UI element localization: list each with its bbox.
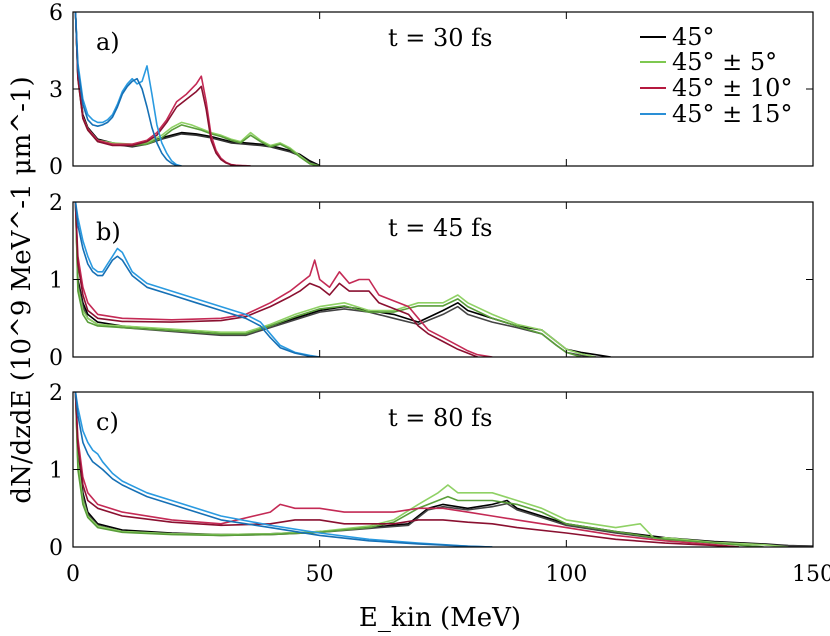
y-tick-label: 0: [49, 346, 63, 371]
series-line-3-6: [74, 392, 740, 547]
legend-label-45-pm10: 45° ± 10°: [672, 74, 792, 102]
series-line-1-6: [74, 12, 251, 166]
panel-label: c): [96, 408, 119, 436]
y-tick-label: 6: [49, 1, 63, 26]
series-line-1-8: [74, 12, 182, 166]
series-line-2-8: [74, 202, 320, 357]
series-line-2-3: [74, 202, 597, 357]
series-line-2-7: [74, 202, 320, 357]
series-line-2-4: [74, 202, 582, 357]
series-line-3-8: [74, 392, 493, 547]
panel-2: 0 1 2 b) t = 45 fs: [49, 191, 814, 371]
y-tick-label: 2: [49, 191, 63, 216]
series-line-3-3: [74, 392, 789, 547]
series-line-2-6: [74, 202, 478, 357]
legend-label-45-pm5: 45° ± 5°: [672, 48, 777, 76]
series-line-2-5: [74, 202, 493, 357]
panel-label: a): [96, 28, 120, 56]
x-axis-label: E_kin (MeV): [359, 603, 521, 633]
legend-label-45: 45°: [672, 23, 715, 51]
x-tick-label: 150: [792, 562, 830, 587]
series-line-3-5: [74, 392, 740, 547]
panel-1: 0 3 6 a) t = 30 fs: [49, 1, 814, 180]
series-group: [74, 202, 611, 357]
series-group: [74, 392, 813, 547]
y-axis-label: dN/dzdE (10^9 MeV^-1 μm^-1): [7, 76, 37, 503]
time-annotation: t = 45 fs: [388, 214, 492, 242]
panel-label: b): [96, 218, 121, 246]
y-tick-label: 2: [49, 381, 63, 406]
x-tick-label: 100: [545, 562, 587, 587]
y-tick-label: 1: [49, 269, 63, 294]
y-tick-label: 0: [49, 155, 63, 180]
y-tick-label: 1: [49, 459, 63, 484]
series-line-1-7: [74, 12, 182, 166]
x-tick-label: 50: [306, 562, 334, 587]
y-tick-label: 3: [49, 78, 63, 103]
time-annotation: t = 80 fs: [388, 404, 492, 432]
panel-3: 0 1 2 0 50 100 150 c) t = 80 fs: [49, 381, 830, 587]
series-line-1-1: [74, 12, 321, 166]
series-group: [74, 12, 321, 166]
series-line-3-7: [74, 392, 493, 547]
series-line-2-2: [74, 202, 596, 357]
series-line-2-1: [74, 202, 611, 357]
plots-layer: 0 3 6 a) t = 30 fs 0 1 2 b) t = 45 fs 0 1 2 0 50 100 150…: [49, 1, 830, 587]
legend-label-45-pm15: 45° ± 15°: [672, 100, 792, 128]
time-annotation: t = 30 fs: [388, 24, 492, 52]
x-tick-label: 0: [66, 562, 80, 587]
legend: 45° 45° ± 5° 45° ± 10° 45° ± 15°: [640, 23, 792, 128]
y-tick-label: 0: [49, 536, 63, 561]
